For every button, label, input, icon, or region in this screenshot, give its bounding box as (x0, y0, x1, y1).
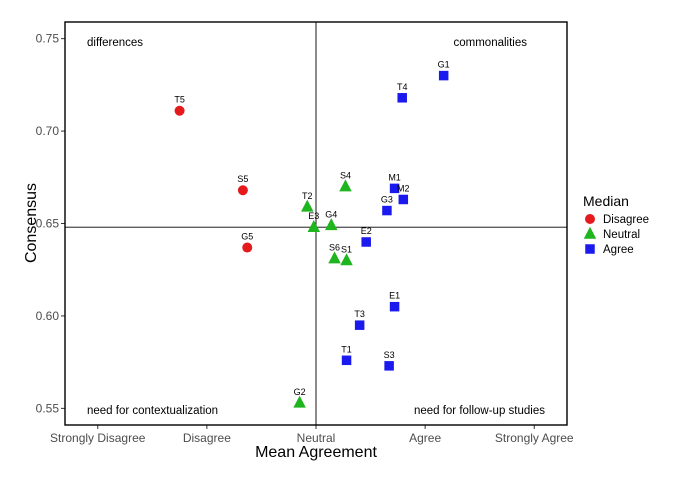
y-tick-label: 0.55 (36, 401, 60, 415)
quadrant-label-top-right: commonalities (454, 37, 528, 49)
point-label-s1: S1 (341, 244, 352, 254)
x-tick-label: Agree (409, 431, 441, 445)
y-tick-label: 0.60 (36, 309, 60, 323)
x-axis-title: Mean Agreement (255, 444, 377, 461)
point-label-s5: S5 (237, 174, 248, 184)
legend-key-neutral (583, 226, 597, 239)
x-tick-label: Neutral (297, 431, 336, 445)
point-e3 (307, 219, 321, 232)
point-s5 (237, 185, 248, 196)
legend-key-agree (585, 244, 595, 254)
y-tick-label: 0.75 (36, 32, 60, 46)
plot-panel-border (64, 21, 568, 426)
legend-label-neutral: Neutral (603, 229, 640, 241)
legend-key-disagree (585, 214, 595, 224)
point-g4 (325, 218, 338, 231)
point-label-m1: M1 (388, 172, 401, 182)
y-tick-label: 0.65 (36, 217, 60, 231)
point-s4 (339, 179, 352, 192)
point-label-g3: G3 (381, 195, 393, 205)
point-g3 (382, 205, 392, 216)
point-e1 (389, 301, 400, 312)
point-label-s4: S4 (340, 171, 351, 181)
point-g2 (293, 395, 306, 408)
point-g5 (242, 242, 253, 253)
y-axis-title: Consensus (23, 183, 40, 263)
point-t2 (301, 199, 314, 212)
x-tick-label: Disagree (183, 431, 231, 445)
x-tick-label: Strongly Disagree (50, 431, 146, 445)
point-m1 (389, 183, 400, 194)
point-label-t3: T3 (354, 309, 365, 319)
point-label-t5: T5 (174, 95, 185, 105)
legend: Median Disagree Neutral Agree (583, 193, 649, 256)
legend-label-agree: Agree (603, 244, 634, 256)
point-e2 (361, 237, 371, 247)
point-label-e1: E1 (389, 291, 400, 301)
point-g1 (438, 70, 449, 81)
point-label-e2: E2 (361, 226, 372, 236)
point-label-g5: G5 (241, 232, 253, 242)
point-label-e3: E3 (308, 211, 319, 221)
y-axis-ticks: 0.55 0.60 0.65 0.70 0.75 (36, 32, 65, 415)
point-m2 (398, 194, 409, 205)
quadrant-label-top-left: differences (87, 37, 143, 49)
point-label-g4: G4 (325, 209, 337, 219)
x-tick-label: Strongly Agree (495, 431, 574, 445)
x-axis-ticks: Strongly Disagree Disagree Neutral Agree Str… (50, 425, 574, 445)
legend-title: Median (583, 193, 629, 209)
point-t3 (354, 320, 365, 330)
y-tick-label: 0.70 (36, 124, 60, 138)
point-t1 (341, 355, 352, 366)
point-s3 (384, 361, 394, 371)
point-t4 (397, 93, 407, 103)
quadrant-label-bottom-right: need for follow-up studies (414, 405, 545, 417)
point-s6 (328, 251, 341, 264)
point-label-t2: T2 (302, 191, 313, 201)
quadrant-label-bottom-left: need for contextualization (87, 405, 218, 417)
legend-label-disagree: Disagree (603, 214, 649, 226)
point-label-s6: S6 (329, 243, 340, 253)
point-label-t4: T4 (397, 82, 408, 92)
point-label-t1: T1 (341, 344, 352, 354)
point-label-m2: M2 (397, 183, 410, 193)
point-t5 (174, 105, 185, 116)
point-label-g1: G1 (438, 60, 450, 70)
point-label-s3: S3 (384, 350, 395, 360)
point-s1 (340, 253, 353, 266)
point-label-g2: G2 (294, 387, 306, 397)
